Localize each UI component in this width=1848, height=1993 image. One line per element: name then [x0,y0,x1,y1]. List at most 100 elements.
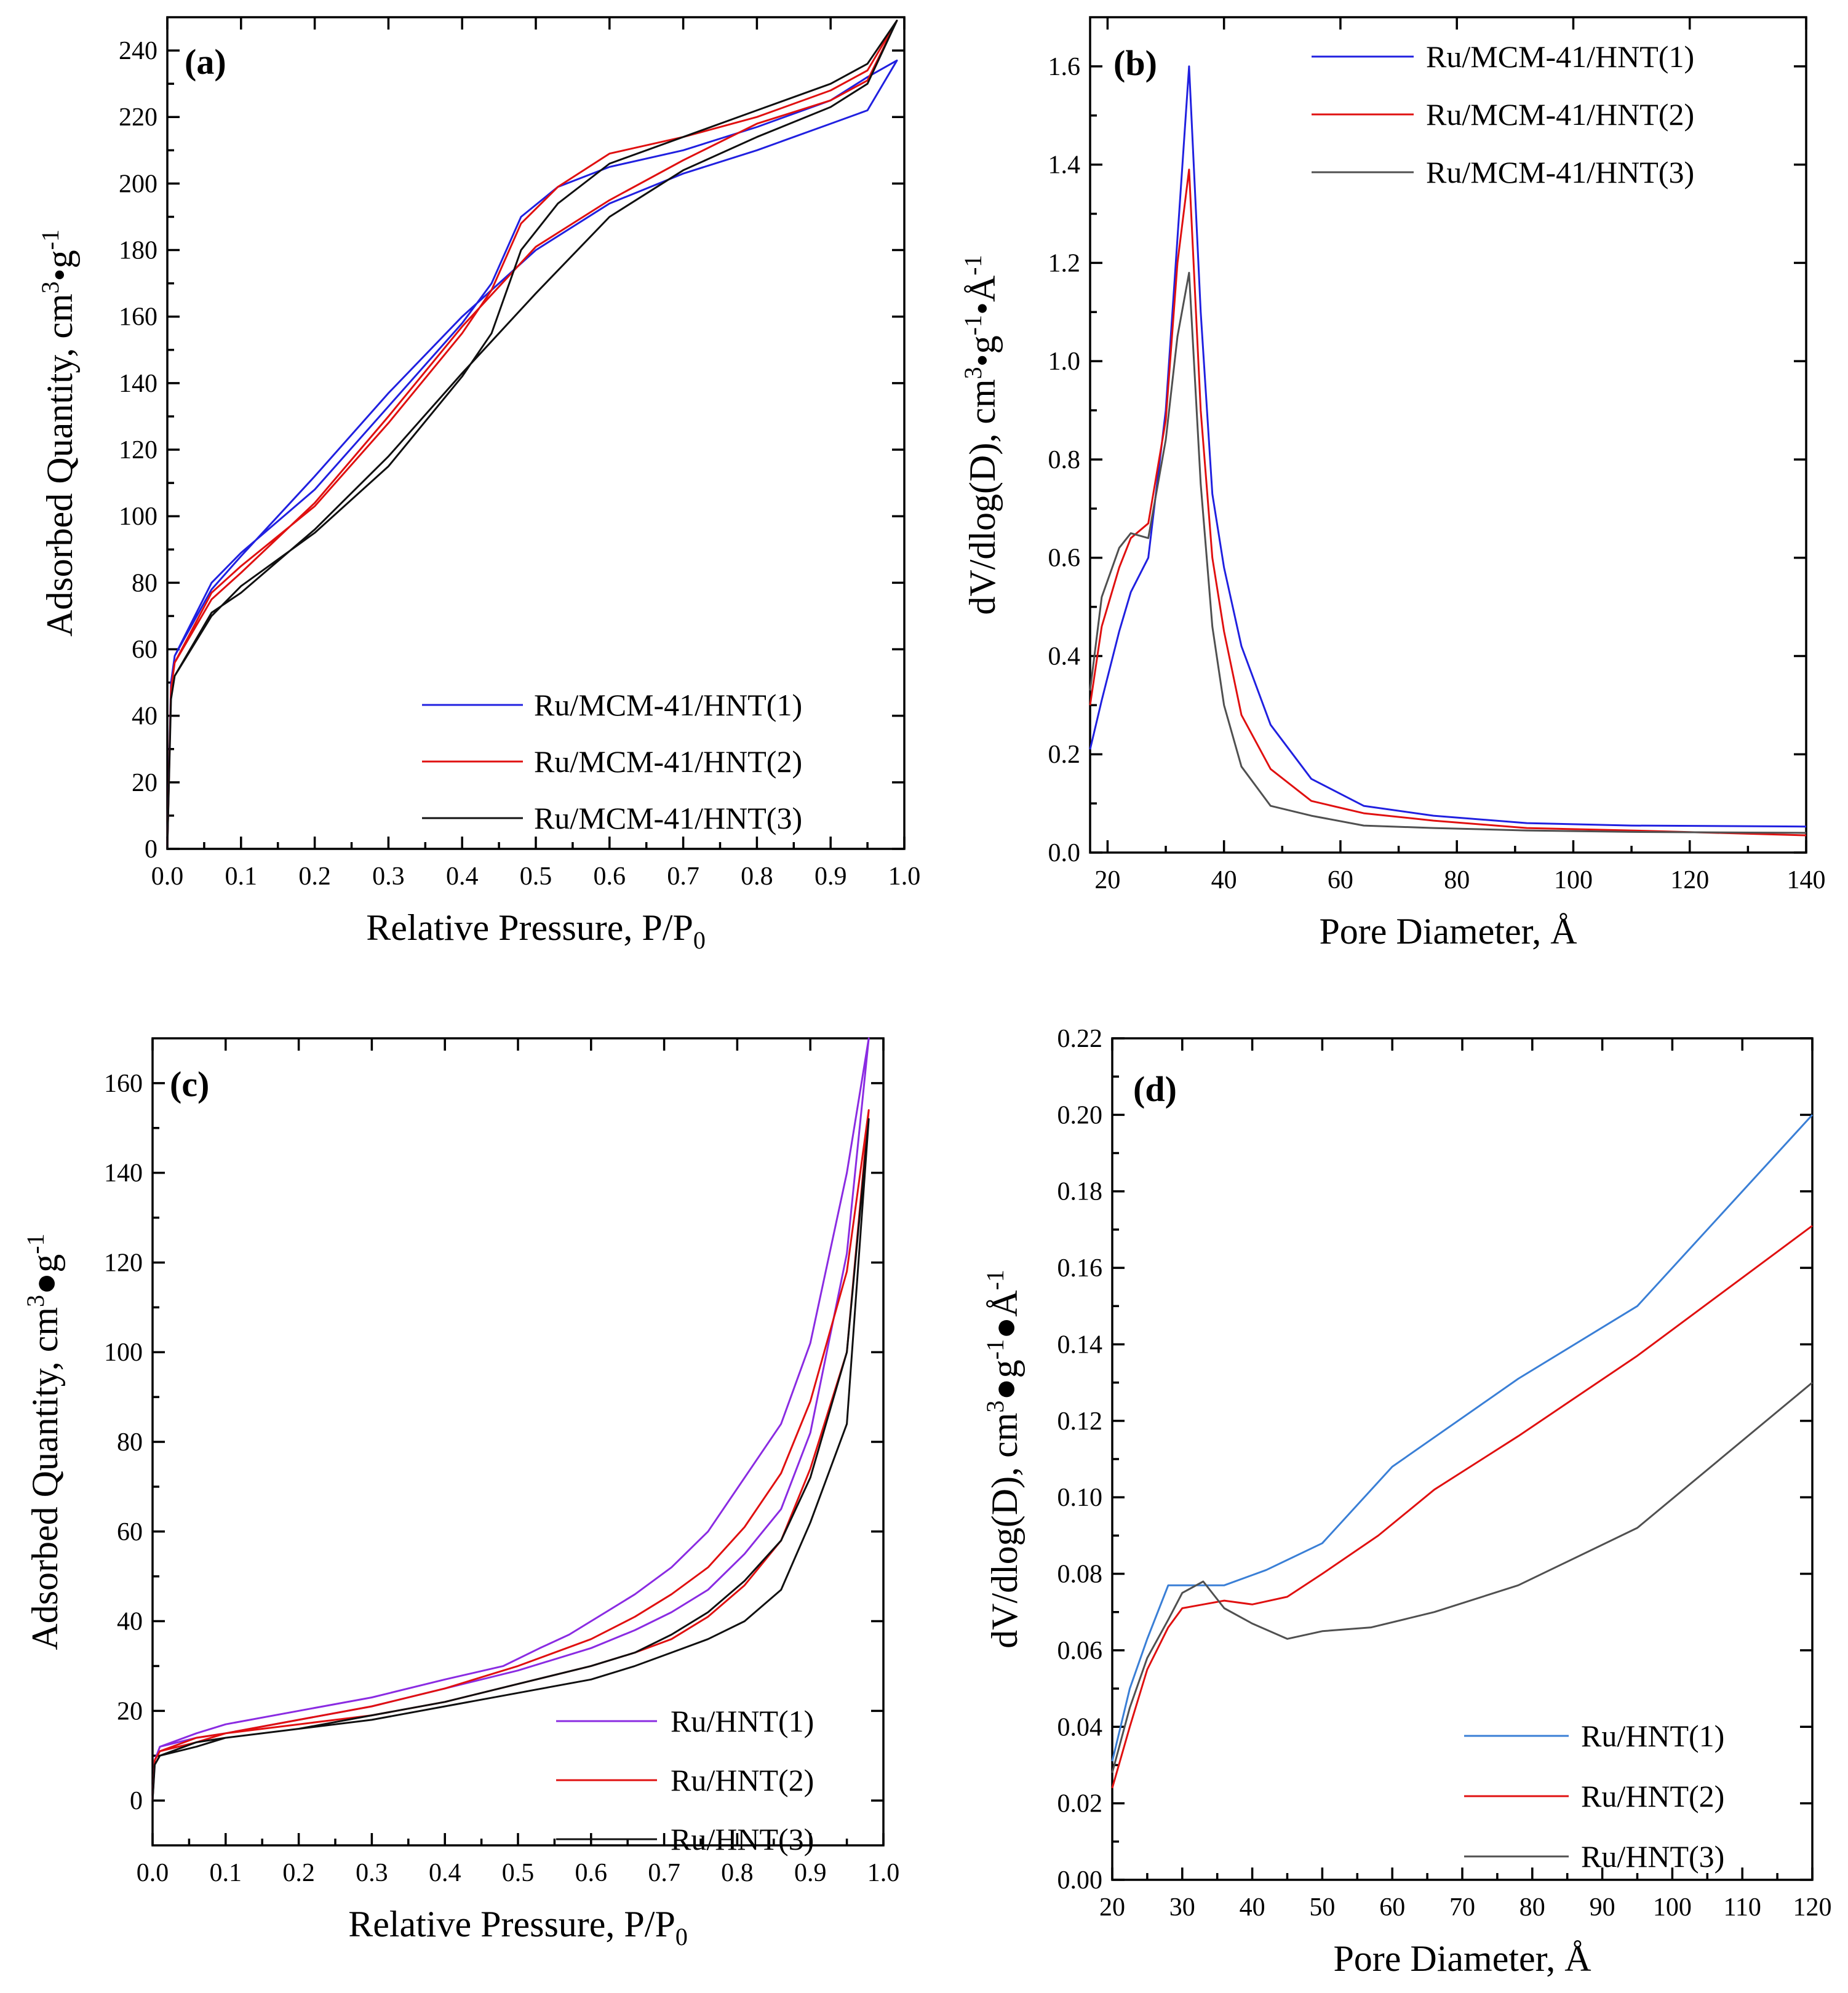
y-axis-title-a: Adsorbed Quantity, cm3•g-1 [36,229,80,637]
x-tick-label-a: 0.9 [814,862,847,891]
y-tick-label-a: 40 [132,702,157,731]
y-tick-label-b: 0.6 [1048,544,1081,573]
legend-label-a-2: Ru/MCM-41/HNT(2) [534,744,802,779]
y-axis-title-text: •g [962,335,1003,367]
x-tick-label-c: 0.7 [648,1859,680,1887]
x-tick-label-c: 0.5 [502,1859,535,1887]
x-tick-label-a: 0.2 [298,862,331,891]
x-tick-label-a: 0.4 [446,862,479,891]
y-tick-label-a: 0 [145,835,157,864]
x-tick-label-a: 0.8 [741,862,773,891]
y-tick-label-c: 160 [104,1070,143,1098]
y-axis-title-text: dV/dlog(D), cm [962,379,1003,615]
series-line-d-2 [1111,1225,1813,1789]
y-tick-label-b: 1.6 [1048,53,1081,81]
y-axis-title-text: •Å [962,276,1003,315]
x-tick-label-b: 60 [1328,866,1353,894]
x-tick-label-b: 40 [1211,866,1237,894]
legend-label-c-2: Ru/HNT(2) [671,1763,814,1797]
y-tick-label-a: 120 [119,436,157,464]
y-tick-label-d: 0.20 [1057,1101,1103,1129]
y-axis-title-text: ●g [25,1254,65,1295]
y-tick-label-b: 0.8 [1048,446,1081,474]
y-tick-label-d: 0.14 [1057,1331,1103,1359]
x-tick-label-a: 0.7 [667,862,699,891]
y-tick-label-a: 140 [119,370,157,398]
y-tick-label-c: 60 [117,1518,143,1546]
x-tick-label-b: 140 [1787,866,1826,894]
x-tick-label-d: 90 [1590,1893,1615,1922]
y-tick-label-b: 1.4 [1048,151,1081,180]
x-tick-label-d: 20 [1099,1893,1125,1922]
series-line-c-3 [151,1118,870,1801]
x-tick-label-c: 0.9 [794,1859,827,1887]
legend-label-a-1: Ru/MCM-41/HNT(1) [534,688,802,722]
series-line-d-1 [1111,1114,1814,1762]
y-tick-label-a: 160 [119,303,157,332]
legend-label-b-1: Ru/MCM-41/HNT(1) [1426,39,1694,74]
y-tick-label-d: 0.00 [1057,1866,1103,1895]
legend-label-d-2: Ru/HNT(2) [1581,1779,1724,1813]
x-axis-title-subscript: 0 [675,1923,688,1951]
y-tick-label-d: 0.16 [1057,1254,1103,1283]
x-tick-label-b: 20 [1094,866,1120,894]
x-tick-label-c: 0.1 [210,1859,242,1887]
y-tick-label-a: 100 [119,503,157,531]
y-tick-label-d: 0.18 [1057,1178,1103,1206]
x-axis-title-subscript: 0 [693,926,706,954]
x-axis-title-text: Relative Pressure, P/P [366,907,693,948]
x-tick-label-c: 0.8 [721,1859,754,1887]
y-tick-label-d: 0.04 [1057,1713,1103,1741]
panel-a-chart: 0.0 0.1 0.2 0.3 0.4 0.5 0.6 0.7 0.8 0.9 1.0 0 20 40 60… [36,16,921,954]
panel-label-c: (c) [170,1064,209,1104]
y-tick-label-a: 80 [132,569,157,597]
y-axis-title-superscript: -1 [959,315,987,335]
y-axis-title-superscript: 3 [36,281,64,293]
y-tick-label-d: 0.22 [1057,1025,1103,1053]
x-axis-title-text: Relative Pressure, P/P [348,1904,675,1944]
legend-label-d-1: Ru/HNT(1) [1581,1719,1724,1753]
x-tick-label-c: 0.6 [575,1859,608,1887]
x-tick-label-c: 1.0 [867,1859,900,1887]
y-tick-label-c: 120 [104,1249,143,1277]
y-tick-label-a: 220 [119,103,157,132]
y-axis-title-text: Adsorbed Quantity, cm [39,293,80,637]
y-axis-title-text: Adsorbed Quantity, cm [25,1307,65,1650]
y-axis-title-text: ●Å [984,1290,1025,1339]
x-tick-label-b: 100 [1554,866,1593,894]
y-tick-label-b: 1.0 [1048,348,1081,376]
y-axis-title-superscript: -1 [959,255,987,275]
y-tick-label-b: 0.4 [1048,642,1081,670]
x-tick-label-c: 0.0 [137,1859,169,1887]
y-tick-label-a: 240 [119,37,157,65]
y-axis-title-superscript: -1 [22,1233,49,1254]
y-axis-title-superscript: -1 [36,229,64,250]
y-tick-label-d: 0.06 [1057,1637,1103,1665]
x-tick-label-d: 110 [1723,1893,1761,1922]
y-tick-label-a: 200 [119,170,157,198]
panel-b-chart: 20 40 60 80 100 120 140 0.0 0.2 0.4 0.6 0.8 1.0 1.2 1.… [959,16,1826,952]
y-tick-label-b: 1.2 [1048,249,1081,277]
y-axis-title-superscript: 3 [22,1295,49,1307]
panel-d-chart: 20 30 40 50 60 70 80 90 100 110 120 0.00 0.02 0.04 0.0… [981,1025,1832,1979]
x-axis-title-d: Pore Diameter, Å [1333,1938,1591,1979]
y-tick-label-c: 80 [117,1428,143,1457]
y-axis-title-superscript: 3 [981,1401,1009,1413]
panel-label-a: (a) [185,42,226,82]
y-axis-title-superscript: -1 [981,1270,1009,1290]
panel-label-d: (d) [1133,1069,1177,1109]
y-tick-label-c: 20 [117,1697,143,1725]
x-tick-label-a: 1.0 [888,862,921,891]
x-tick-label-c: 0.2 [282,1859,315,1887]
y-axis-title-superscript: -1 [981,1339,1009,1359]
y-tick-label-d: 0.02 [1057,1790,1103,1818]
x-tick-label-a: 0.6 [594,862,626,891]
y-axis-title-c: Adsorbed Quantity, cm3●g-1 [22,1233,65,1650]
y-tick-label-d: 0.12 [1057,1407,1103,1436]
x-axis-title-a: Relative Pressure, P/P0 [366,907,706,954]
y-axis-title-superscript: 3 [959,367,987,379]
series-line-a-3 [166,19,898,849]
series-line-b-3 [1089,271,1807,834]
